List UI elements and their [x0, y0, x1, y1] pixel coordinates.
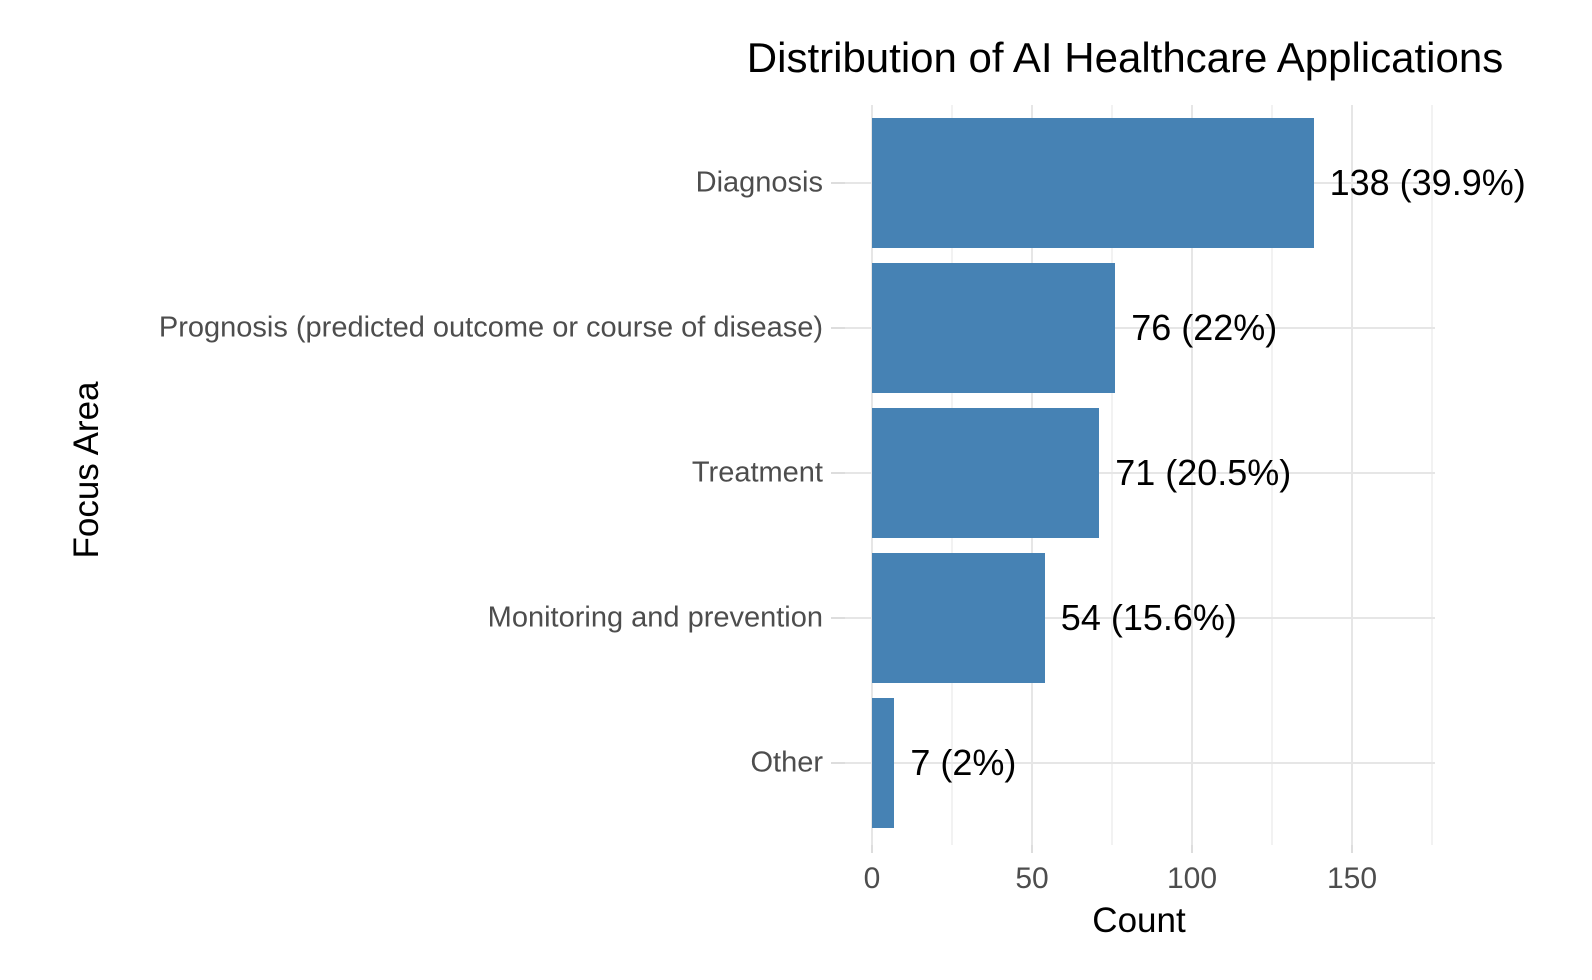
- y-tick: [831, 617, 845, 619]
- bar-value-label: 7 (2%): [910, 742, 1017, 783]
- grid-hline: [845, 617, 1435, 619]
- y-axis-category-label: Diagnosis: [695, 166, 823, 199]
- x-tick: [1031, 845, 1033, 853]
- y-tick: [831, 762, 845, 764]
- y-tick: [831, 472, 845, 474]
- grid-minor-vline: [1431, 105, 1433, 845]
- plot-panel: 138 (39.9%) 76 (22%) 71 (20.5%) 54 (15.6%) 7…: [845, 105, 1526, 845]
- y-axis-category-label: Other: [750, 746, 823, 779]
- bar: [872, 553, 1045, 683]
- x-tick: [871, 845, 873, 853]
- bar: [872, 698, 895, 828]
- grid-major-vline: [1191, 105, 1193, 845]
- grid-hline: [845, 472, 1435, 474]
- x-axis-title: Count: [1092, 901, 1186, 940]
- x-tick: [1191, 845, 1193, 853]
- bar-value-label: 138 (39.9%): [1329, 162, 1526, 203]
- y-axis-category-label: Treatment: [691, 456, 823, 489]
- grid-hline: [845, 327, 1435, 329]
- y-tick: [831, 327, 845, 329]
- bar-value-label: 54 (15.6%): [1060, 597, 1237, 638]
- y-tick: [831, 182, 845, 184]
- x-tick-label: 150: [1326, 862, 1378, 895]
- x-tick: [1351, 845, 1353, 853]
- x-tick-label: 0: [863, 862, 881, 895]
- bar: [872, 408, 1100, 538]
- y-axis-category-label: Monitoring and prevention: [487, 601, 823, 634]
- grid-minor-vline: [1111, 105, 1113, 845]
- grid-minor-vline: [1271, 105, 1273, 845]
- x-tick-label: 100: [1166, 862, 1218, 895]
- grid-hline: [845, 762, 1435, 764]
- bar: [872, 118, 1314, 248]
- bar: [872, 263, 1116, 393]
- grid-major-vline: [1351, 105, 1353, 845]
- chart-title: Distribution of AI Healthcare Applicatio…: [746, 34, 1504, 81]
- x-tick-label: 50: [1015, 862, 1049, 895]
- y-axis-title: Focus Area: [67, 381, 106, 559]
- bar-value-label: 71 (20.5%): [1115, 452, 1292, 493]
- bar-value-label: 76 (22%): [1131, 307, 1278, 348]
- y-axis-category-label: Prognosis (predicted outcome or course o…: [158, 311, 823, 344]
